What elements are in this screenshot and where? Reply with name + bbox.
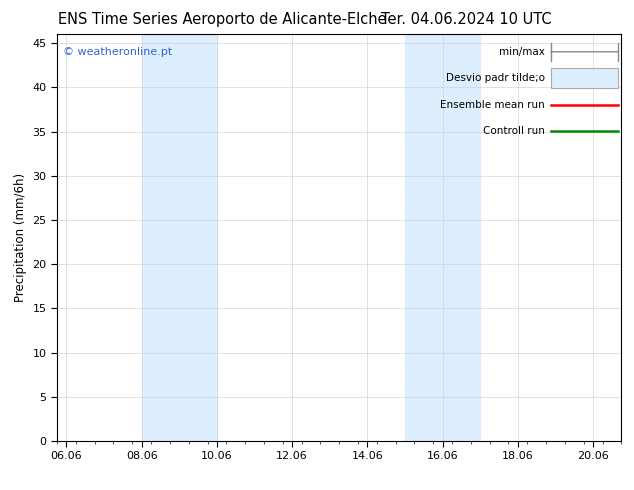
Text: © weatheronline.pt: © weatheronline.pt <box>63 47 172 56</box>
Bar <box>142 34 217 441</box>
Text: Controll run: Controll run <box>483 126 545 136</box>
Bar <box>551 68 619 88</box>
Y-axis label: Precipitation (mm/6h): Precipitation (mm/6h) <box>14 173 27 302</box>
Text: Ensemble mean run: Ensemble mean run <box>441 99 545 110</box>
Text: Ter. 04.06.2024 10 UTC: Ter. 04.06.2024 10 UTC <box>380 12 552 27</box>
Text: ENS Time Series Aeroporto de Alicante-Elche: ENS Time Series Aeroporto de Alicante-El… <box>58 12 386 27</box>
Bar <box>405 34 481 441</box>
Text: min/max: min/max <box>499 47 545 57</box>
Text: Desvio padr tilde;o: Desvio padr tilde;o <box>446 73 545 83</box>
